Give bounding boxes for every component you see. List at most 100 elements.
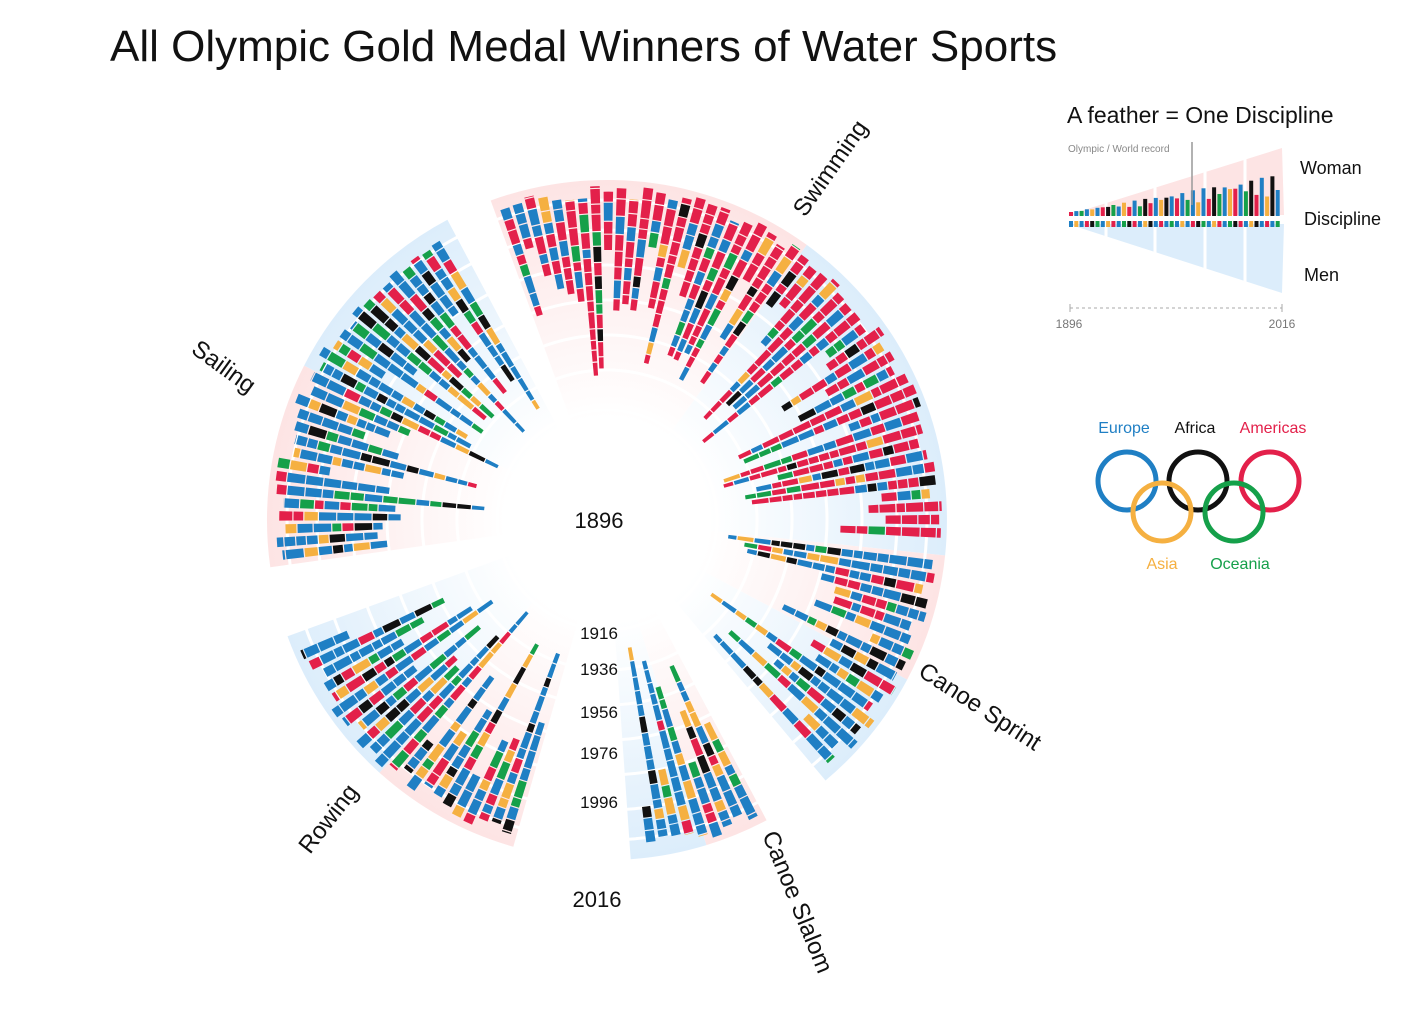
legend-axis-start: 1896 bbox=[1056, 317, 1083, 331]
medal-bar-rowing bbox=[503, 749, 516, 763]
legend-bar-men bbox=[1254, 221, 1259, 227]
medal-bar-swimming bbox=[848, 353, 868, 370]
medal-bar-canoe-sprint bbox=[770, 553, 787, 562]
medal-bar-swimming bbox=[751, 497, 769, 505]
medal-bar-canoe-sprint bbox=[822, 716, 842, 734]
medal-bar-rowing bbox=[331, 691, 340, 702]
medal-bar-sailing bbox=[415, 383, 427, 394]
medal-bar-swimming bbox=[887, 480, 898, 490]
medal-bar-swimming bbox=[703, 247, 715, 260]
medal-bar-swimming bbox=[632, 276, 641, 288]
medal-bar-canoe-slalom bbox=[679, 709, 692, 728]
medal-bar-swimming bbox=[561, 256, 571, 268]
medal-bar-sailing bbox=[443, 259, 458, 275]
legend-woman-label: Woman bbox=[1300, 158, 1362, 178]
medal-bar-canoe-sprint bbox=[854, 615, 872, 628]
medal-bar-swimming bbox=[732, 395, 748, 410]
medal-bar-canoe-slalom bbox=[641, 660, 649, 670]
medal-bar-canoe-sprint bbox=[823, 733, 839, 749]
medal-bar-swimming bbox=[744, 384, 761, 399]
medal-bar-swimming bbox=[672, 226, 685, 243]
medal-bar-swimming bbox=[786, 485, 801, 494]
medal-bar-canoe-sprint bbox=[737, 536, 754, 543]
medal-bar-canoe-sprint bbox=[833, 596, 853, 610]
medal-bar-sailing bbox=[306, 535, 318, 545]
medal-bar-rowing bbox=[547, 663, 557, 679]
medal-bar-swimming bbox=[692, 325, 703, 338]
legend-bar-men bbox=[1116, 221, 1121, 227]
medal-bar-swimming bbox=[613, 299, 620, 311]
medal-bar-swimming bbox=[512, 202, 525, 215]
medal-bar-sailing bbox=[337, 435, 353, 447]
medal-bar-rowing bbox=[375, 673, 389, 687]
medal-bar-rowing bbox=[357, 631, 375, 646]
medal-bar-rowing bbox=[496, 761, 511, 780]
medal-bar-swimming bbox=[698, 257, 711, 273]
legend-bar-women bbox=[1249, 180, 1254, 216]
medal-bar-sailing bbox=[483, 366, 496, 381]
medal-bar-swimming bbox=[689, 208, 703, 225]
medal-bar-rowing bbox=[429, 653, 447, 670]
medal-bar-swimming bbox=[810, 272, 828, 291]
medal-bar-sailing bbox=[450, 325, 462, 338]
medal-bar-swimming bbox=[740, 249, 753, 263]
medal-bar-swimming bbox=[780, 308, 796, 325]
legend-bar-women bbox=[1084, 209, 1089, 216]
medal-bar-canoe-sprint bbox=[849, 570, 860, 580]
medal-bar-swimming bbox=[854, 484, 868, 494]
legend-bar-men bbox=[1265, 221, 1270, 227]
medal-bar-rowing bbox=[461, 676, 473, 688]
medal-bar-swimming bbox=[706, 267, 719, 282]
medal-bar-rowing bbox=[372, 627, 385, 638]
medal-bar-canoe-slalom bbox=[686, 726, 697, 740]
medal-bar-swimming bbox=[590, 188, 601, 204]
medal-bar-swimming bbox=[829, 449, 840, 459]
medal-bar-sailing bbox=[342, 523, 354, 532]
medal-bar-sailing bbox=[373, 414, 389, 427]
medal-bar-swimming bbox=[852, 428, 872, 442]
medal-bar-rowing bbox=[463, 756, 477, 771]
medal-bar-canoe-sprint bbox=[917, 611, 927, 622]
medal-bar-canoe-sprint bbox=[817, 745, 832, 760]
medal-bar-rowing bbox=[438, 728, 456, 748]
medal-bar-swimming bbox=[667, 199, 678, 210]
medal-bar-canoe-sprint bbox=[787, 683, 806, 701]
medal-bar-sailing bbox=[332, 523, 342, 532]
medal-bar-rowing bbox=[449, 782, 463, 797]
medal-bar-rowing bbox=[491, 817, 502, 825]
medal-bar-rowing bbox=[392, 648, 407, 662]
medal-bar-sailing bbox=[471, 321, 484, 336]
medal-bar-sailing bbox=[486, 327, 501, 346]
medal-bar-rowing bbox=[341, 667, 356, 681]
legend-bar-men bbox=[1175, 221, 1179, 227]
medal-bar-swimming bbox=[568, 228, 579, 246]
medal-bar-canoe-sprint bbox=[845, 634, 863, 649]
medal-bar-swimming bbox=[687, 258, 699, 272]
medal-bar-swimming bbox=[519, 264, 531, 277]
medal-bar-rowing bbox=[476, 646, 490, 660]
medal-bar-swimming bbox=[642, 187, 654, 201]
medal-bar-sailing bbox=[492, 377, 507, 394]
medal-bar-sailing bbox=[373, 522, 383, 530]
medal-bar-rowing bbox=[414, 665, 433, 683]
medal-bar-sailing bbox=[382, 282, 394, 293]
medal-bar-swimming bbox=[931, 514, 940, 525]
medal-bar-rowing bbox=[499, 631, 511, 645]
medal-bar-swimming bbox=[576, 288, 585, 302]
medal-bar-sailing bbox=[385, 398, 397, 409]
medal-bar-swimming bbox=[565, 201, 576, 211]
medal-bar-sailing bbox=[314, 500, 324, 510]
medal-bar-swimming bbox=[591, 204, 601, 214]
medal-bar-sailing bbox=[322, 489, 334, 499]
medal-bar-swimming bbox=[693, 197, 706, 210]
legend-bar-men bbox=[1180, 221, 1185, 227]
medal-bar-rowing bbox=[358, 643, 375, 658]
medal-bar-canoe-slalom bbox=[655, 686, 665, 700]
medal-bar-swimming bbox=[647, 298, 657, 309]
medal-bar-sailing bbox=[455, 429, 468, 439]
medal-bar-sailing bbox=[390, 411, 404, 423]
legend-bar-men bbox=[1259, 221, 1264, 227]
medal-bar-swimming bbox=[555, 222, 567, 241]
medal-bar-sailing bbox=[311, 372, 330, 388]
medal-bar-swimming bbox=[598, 342, 604, 357]
